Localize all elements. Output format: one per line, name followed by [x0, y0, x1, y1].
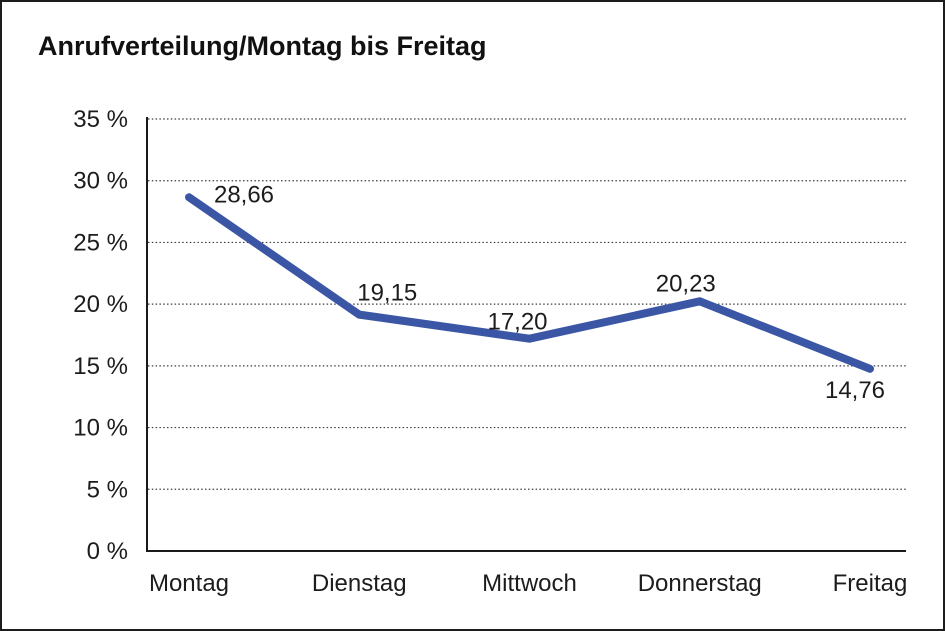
data-line — [185, 193, 874, 373]
data-label: 17,20 — [487, 309, 547, 336]
y-tick-label: 5 % — [87, 476, 128, 503]
y-tick-label: 25 % — [73, 229, 128, 256]
x-category-label: Dienstag — [312, 570, 407, 597]
x-category-label: Freitag — [833, 570, 908, 597]
y-tick-label: 20 % — [73, 291, 128, 318]
y-tick-label: 10 % — [73, 415, 128, 442]
data-label: 28,66 — [214, 181, 274, 208]
y-tick-label: 15 % — [73, 353, 128, 380]
y-tick-label: 30 % — [73, 168, 128, 195]
x-category-label: Montag — [149, 570, 229, 597]
data-label: 20,23 — [656, 270, 716, 297]
data-label: 19,15 — [357, 280, 417, 307]
y-tick-label: 35 % — [73, 106, 128, 133]
data-label: 14,76 — [825, 377, 885, 404]
y-tick-label: 0 % — [87, 538, 128, 565]
x-category-label: Mittwoch — [482, 570, 577, 597]
x-category-label: Donnerstag — [638, 570, 762, 597]
chart-title: Anrufverteilung/Montag bis Freitag — [38, 31, 487, 61]
